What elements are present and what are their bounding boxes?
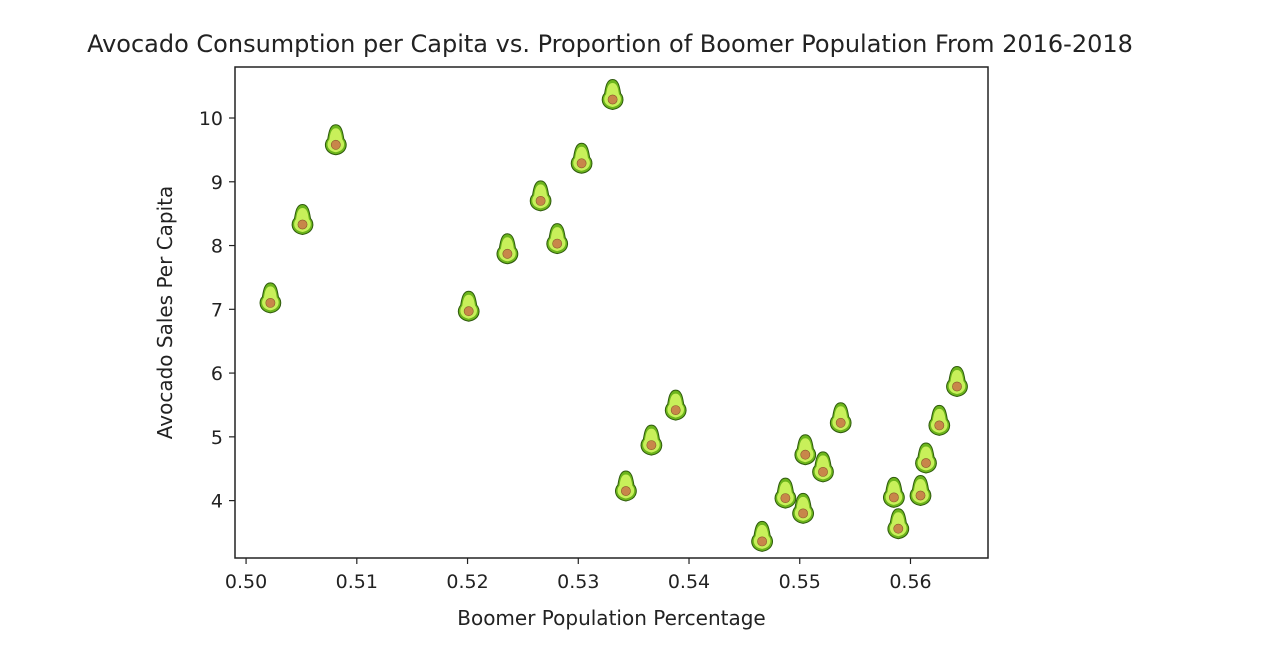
avocado-icon (915, 442, 937, 474)
plot-frame (234, 66, 989, 559)
y-tick-label: 6 (211, 363, 223, 385)
x-tick-label: 0.50 (225, 571, 267, 593)
avocado-icon (946, 365, 968, 398)
avocado-icon (291, 203, 314, 236)
avocado-icon (751, 520, 773, 552)
x-tick-label: 0.55 (779, 571, 821, 593)
avocado-icon (601, 78, 624, 111)
x-tick-label: 0.51 (336, 571, 378, 593)
ticks-layer: 0.50 0.51 0.52 0.53 0.54 0.55 0.56 4 5 6 7 8 9 10 (199, 108, 932, 593)
y-axis-label: Avocado Sales Per Capita (153, 186, 177, 440)
avocado-icon (883, 476, 905, 508)
avocado-icon (570, 142, 593, 174)
avocado-icon (812, 451, 834, 483)
avocado-icon (496, 233, 519, 265)
x-tick-label: 0.52 (446, 571, 488, 593)
avocado-icon (457, 290, 480, 322)
avocado-icon (259, 282, 282, 314)
y-tick-label: 9 (211, 172, 223, 194)
x-tick-label: 0.56 (889, 571, 931, 593)
x-tick-label: 0.54 (668, 571, 710, 593)
avocado-icon (664, 389, 687, 421)
chart-title: Avocado Consumption per Capita vs. Propo… (87, 30, 1133, 58)
avocado-icon (887, 508, 910, 540)
y-tick-label: 10 (199, 108, 223, 130)
avocado-icon (792, 492, 814, 524)
y-tick-label: 7 (211, 299, 223, 321)
avocado-icon (529, 180, 552, 212)
avocado-icon (615, 470, 637, 502)
y-tick-label: 4 (211, 491, 223, 513)
avocado-icon (324, 124, 347, 156)
avocado-icon (640, 424, 663, 456)
avocado-icon (794, 434, 817, 466)
avocado-icon (546, 223, 569, 255)
avocado-icon (829, 402, 852, 434)
y-tick-label: 5 (211, 427, 223, 449)
avocado-icon (909, 474, 932, 507)
x-axis-label: Boomer Population Percentage (457, 606, 766, 630)
avocado-icon (774, 477, 797, 509)
avocado-icon (928, 404, 951, 436)
x-tick-label: 0.53 (557, 571, 599, 593)
y-tick-label: 8 (211, 236, 223, 258)
points-layer (259, 78, 968, 552)
